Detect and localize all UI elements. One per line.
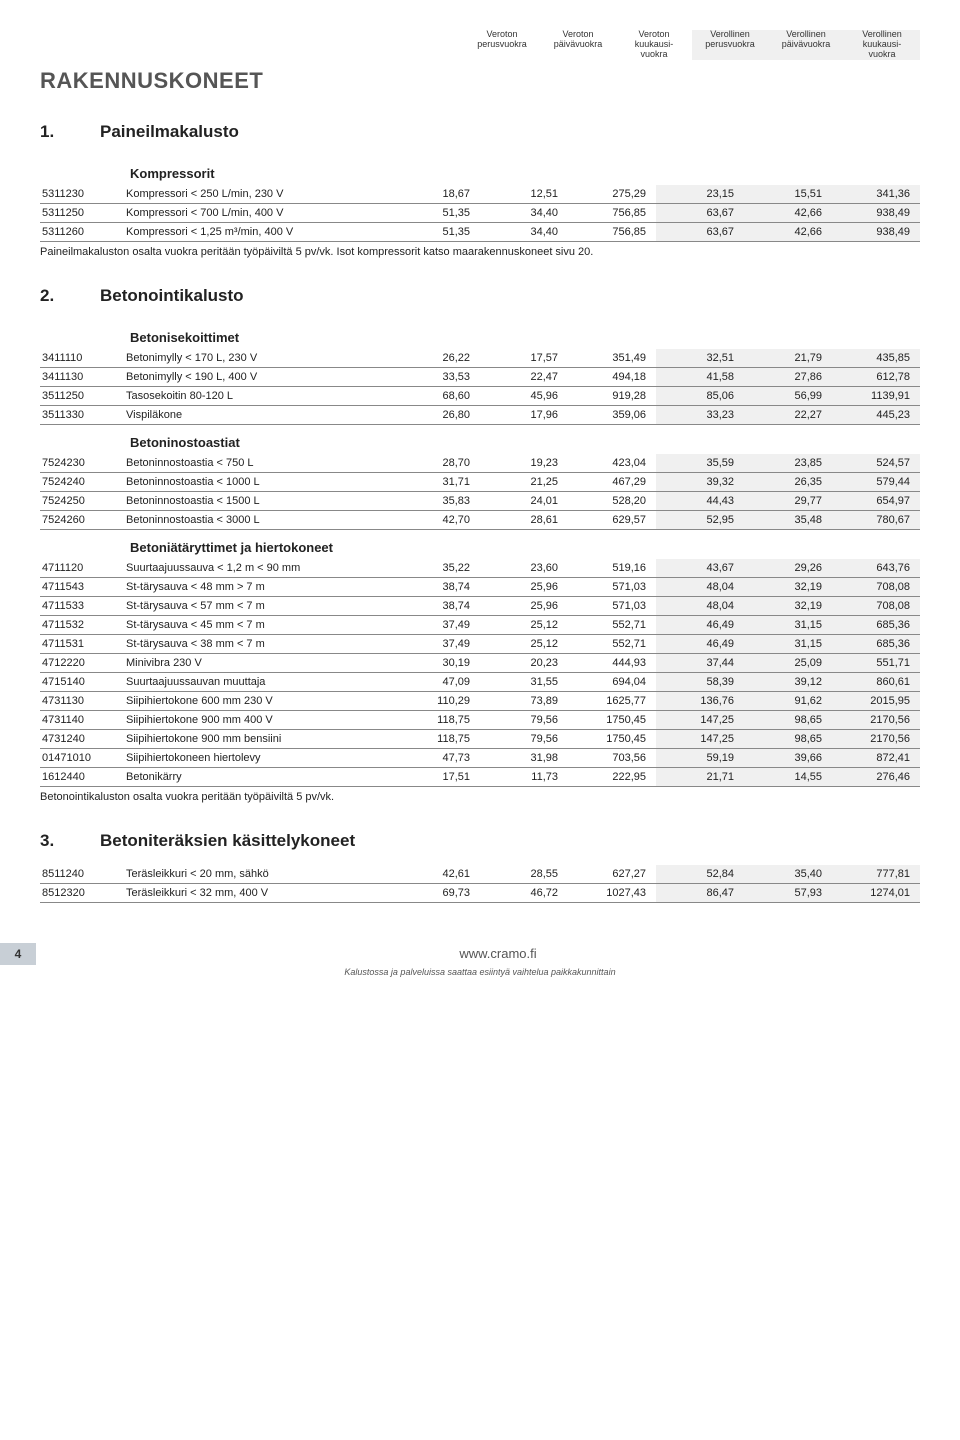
section-title: 3.Betoniteräksien käsittelykoneet (40, 831, 920, 851)
table-row: 7524230Betoninnostoastia < 750 L28,7019,… (40, 454, 920, 473)
table-row: 7524250Betoninnostoastia < 1500 L35,8324… (40, 491, 920, 510)
group-subhead: Betoniätäryttimet ja hiertokoneet (40, 530, 920, 559)
table-row: 1612440Betonikärry17,5111,73222,9521,711… (40, 767, 920, 786)
table-row: 3411110Betonimylly < 170 L, 230 V26,2217… (40, 349, 920, 368)
page-title: RAKENNUSKONEET (40, 68, 920, 94)
table-row: 01471010Siipihiertokoneen hiertolevy47,7… (40, 748, 920, 767)
table-row: 4731140Siipihiertokone 900 mm 400 V118,7… (40, 710, 920, 729)
table-row: 4711531St-tärysauva < 38 mm < 7 m37,4925… (40, 634, 920, 653)
table-row: 4711543St-tärysauva < 48 mm > 7 m38,7425… (40, 577, 920, 596)
table-row: 3511330Vispiläkone26,8017,96359,0633,232… (40, 405, 920, 424)
group-note: Paineilmakaluston osalta vuokra peritään… (40, 242, 920, 258)
col-h3: Verotonkuukausi-vuokra (616, 30, 692, 60)
table-row: 4711532St-tärysauva < 45 mm < 7 m37,4925… (40, 615, 920, 634)
table-row: 4731240Siipihiertokone 900 mm bensiini11… (40, 729, 920, 748)
page-number: 4 (0, 943, 36, 965)
price-table: 8511240Teräsleikkuri < 20 mm, sähkö42,61… (40, 865, 920, 903)
table-row: 4715140Suurtaajuussauvan muuttaja47,0931… (40, 672, 920, 691)
table-row: 4731130Siipihiertokone 600 mm 230 V110,2… (40, 691, 920, 710)
col-h6: Verollinenkuukausi-vuokra (844, 30, 920, 60)
footer-note: Kalustossa ja palveluissa saattaa esiint… (0, 965, 960, 989)
group-subhead: Betoninostoastiat (40, 425, 920, 454)
group-subhead: Kompressorit (40, 156, 920, 185)
price-table: 7524230Betoninnostoastia < 750 L28,7019,… (40, 454, 920, 530)
table-row: 5311260Kompressori < 1,25 m³/min, 400 V5… (40, 222, 920, 241)
price-table: 5311230Kompressori < 250 L/min, 230 V18,… (40, 185, 920, 242)
col-h4: Verollinenperusvuokra (692, 30, 768, 60)
footer-url: www.cramo.fi (36, 946, 960, 961)
table-row: 5311250Kompressori < 700 L/min, 400 V51,… (40, 203, 920, 222)
table-row: 7524260Betoninnostoastia < 3000 L42,7028… (40, 510, 920, 529)
table-row: 5311230Kompressori < 250 L/min, 230 V18,… (40, 185, 920, 204)
table-row: 3411130Betonimylly < 190 L, 400 V33,5322… (40, 367, 920, 386)
price-table: 4711120Suurtaajuussauva < 1,2 m < 90 mm3… (40, 559, 920, 787)
column-headers: Verotonperusvuokra Verotonpäivävuokra Ve… (40, 30, 920, 60)
col-h1: Verotonperusvuokra (464, 30, 540, 60)
table-row: 8512320Teräsleikkuri < 32 mm, 400 V69,73… (40, 883, 920, 902)
col-h2: Verotonpäivävuokra (540, 30, 616, 60)
group-subhead: Betonisekoittimet (40, 320, 920, 349)
price-table: 3411110Betonimylly < 170 L, 230 V26,2217… (40, 349, 920, 425)
table-row: 3511250Tasosekoitin 80-120 L68,6045,9691… (40, 386, 920, 405)
col-h5: Verollinenpäivävuokra (768, 30, 844, 60)
footer: 4 www.cramo.fi (0, 943, 960, 965)
section-title: 1.Paineilmakalusto (40, 122, 920, 142)
section-title: 2.Betonointikalusto (40, 286, 920, 306)
group-note: Betonointikaluston osalta vuokra peritää… (40, 787, 920, 803)
table-row: 4712220Minivibra 230 V30,1920,23444,9337… (40, 653, 920, 672)
table-row: 7524240Betoninnostoastia < 1000 L31,7121… (40, 472, 920, 491)
table-row: 4711533St-tärysauva < 57 mm < 7 m38,7425… (40, 596, 920, 615)
table-row: 4711120Suurtaajuussauva < 1,2 m < 90 mm3… (40, 559, 920, 578)
table-row: 8511240Teräsleikkuri < 20 mm, sähkö42,61… (40, 865, 920, 884)
